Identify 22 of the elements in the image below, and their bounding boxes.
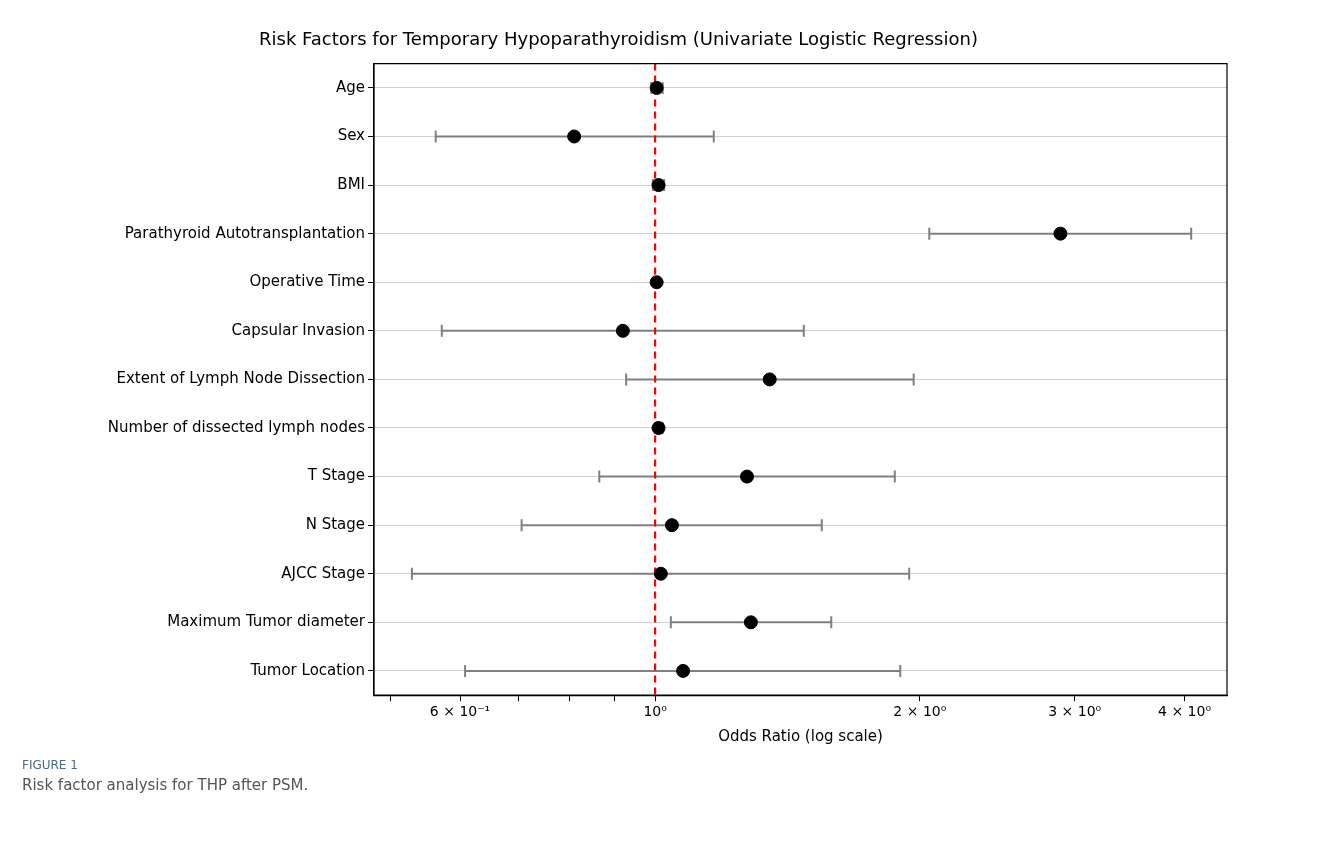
x-tick-label: 2 × 10⁰: [893, 703, 947, 720]
y-tick-label: BMI: [337, 174, 365, 193]
y-tick-label: Number of dissected lymph nodes: [107, 417, 366, 436]
y-tick-label: Operative Time: [249, 272, 365, 291]
y-tick-label: T Stage: [306, 466, 365, 485]
y-tick-label: Tumor Location: [249, 660, 365, 679]
y-tick-label: Capsular Invasion: [231, 320, 365, 339]
y-tick-label: Age: [335, 77, 365, 96]
x-tick-label: 4 × 10⁰: [1158, 703, 1212, 720]
x-tick-label: 10⁰: [643, 703, 668, 720]
chart-title: Risk Factors for Temporary Hypoparathyroidism (Univariate Logistic Regression): [259, 28, 978, 50]
caption: FIGURE 1: [22, 758, 79, 772]
y-tick-label: AJCC Stage: [281, 563, 365, 582]
y-tick-label: Extent of Lymph Node Dissection: [116, 369, 365, 388]
x-tick-label: 6 × 10⁻¹: [429, 703, 491, 720]
x-tick-label: 3 × 10⁰: [1048, 703, 1102, 720]
y-tick-label: N Stage: [305, 515, 365, 534]
y-tick-label: Parathyroid Autotransplantation: [124, 223, 365, 242]
y-tick-label: Sex: [337, 126, 366, 145]
text: Risk factor analysis for THP after PSM.: [22, 776, 309, 794]
y-tick-label: Maximum Tumor diameter: [167, 612, 366, 631]
x-axis-title: Odds Ratio (log scale): [718, 726, 883, 745]
